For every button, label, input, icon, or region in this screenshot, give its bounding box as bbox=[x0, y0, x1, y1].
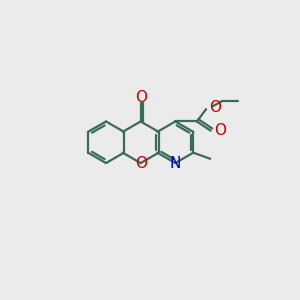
Text: O: O bbox=[214, 123, 226, 138]
Text: O: O bbox=[209, 100, 221, 115]
Text: O: O bbox=[135, 155, 147, 170]
Text: O: O bbox=[135, 90, 147, 105]
Text: N: N bbox=[169, 155, 181, 170]
